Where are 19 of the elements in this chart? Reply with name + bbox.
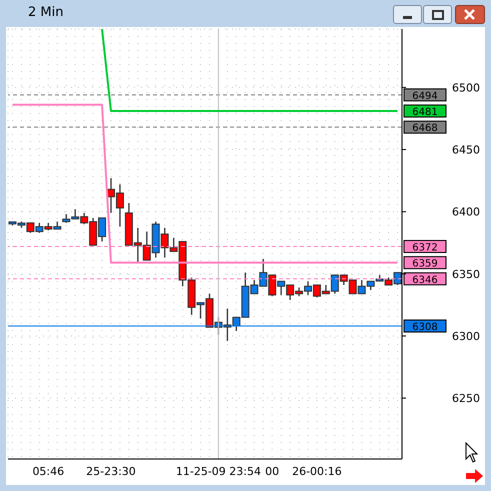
data-label: 6359	[412, 258, 438, 270]
x-tick-label: 26-00:16	[292, 464, 342, 478]
x-tick-label: 05:46	[32, 464, 64, 478]
chart-title: 2 Min	[28, 5, 64, 20]
data-label: 6481	[412, 107, 438, 118]
y-tick-label: 6300	[452, 330, 480, 343]
x-tick-label: 11-25-09 23:54	[176, 464, 261, 478]
y-tick-label: 6350	[452, 268, 480, 281]
ref-line-label: 6308	[412, 322, 438, 334]
ref-line-label: 6372	[412, 242, 438, 254]
y-tick-label: 6500	[452, 81, 480, 94]
x-tick-label: 25-23:30	[86, 464, 136, 478]
ref-line-label: 6346	[412, 274, 438, 286]
y-tick-label: 6250	[452, 392, 480, 406]
x-tick-label: 00	[265, 464, 280, 478]
ref-line-label: 6468	[412, 123, 438, 134]
ref-line-label: 6494	[412, 90, 438, 102]
y-tick-label: 6400	[452, 206, 480, 219]
y-tick-label: 6450	[452, 144, 480, 157]
